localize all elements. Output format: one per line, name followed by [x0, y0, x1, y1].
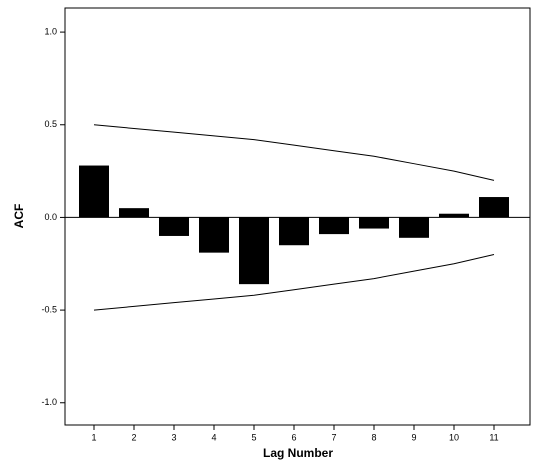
bar [239, 217, 269, 285]
bar [199, 217, 229, 253]
bar [479, 197, 509, 218]
x-tick-label: 8 [371, 432, 376, 442]
confidence-limit [93, 254, 495, 311]
y-tick-label: 0.0 [44, 212, 57, 222]
bar [439, 213, 469, 218]
x-tick-label: 3 [171, 432, 176, 442]
x-tick-label: 7 [331, 432, 336, 442]
x-tick-label: 2 [131, 432, 136, 442]
x-tick-label: 5 [251, 432, 256, 442]
y-tick-label: -0.5 [41, 304, 57, 314]
y-axis-title: ACF [12, 204, 26, 229]
x-tick-label: 10 [449, 432, 459, 442]
bar [79, 165, 109, 218]
x-tick-label: 9 [411, 432, 416, 442]
x-tick-label: 4 [211, 432, 216, 442]
bar [279, 217, 309, 246]
bar [119, 208, 149, 218]
confidence-limit [93, 124, 495, 181]
bar [159, 217, 189, 236]
x-tick-label: 6 [291, 432, 296, 442]
y-tick-label: -1.0 [41, 397, 57, 407]
y-tick-label: 0.5 [44, 119, 57, 129]
x-axis-title: Lag Number [263, 446, 333, 460]
bar [399, 217, 429, 238]
bar [319, 217, 349, 235]
bar [359, 217, 389, 229]
y-tick-label: 1.0 [44, 26, 57, 36]
x-tick-label: 1 [91, 432, 96, 442]
x-tick-label: 11 [489, 432, 498, 442]
plot-frame [64, 7, 531, 426]
